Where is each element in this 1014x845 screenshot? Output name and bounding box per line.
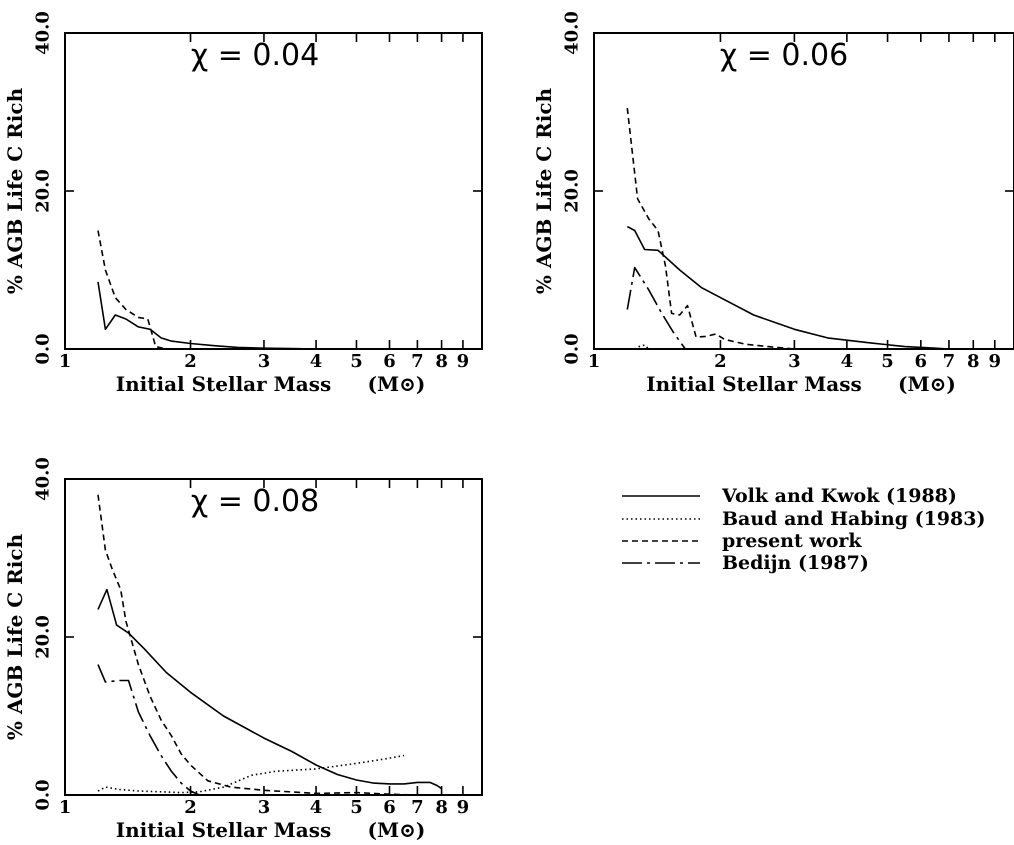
- plot-frame: [593, 32, 1014, 350]
- x-tick-label: 7: [411, 797, 424, 818]
- x-tick-label: 2: [184, 797, 197, 818]
- x-tick-label: 3: [258, 351, 271, 372]
- x-tick-label: 8: [967, 351, 980, 372]
- y-tick-label: 40.0: [33, 457, 54, 501]
- x-tick-label: 7: [943, 351, 956, 372]
- chart-panel-2: 1 2 3 4 5 6 7 8 9 0.0 20.0 40.0 % AGB Life C Rich Ini…: [532, 11, 1014, 396]
- x-axis-unit: (M⊙): [368, 818, 426, 842]
- legend-item-present-work: present work: [622, 530, 862, 552]
- x-tick-label: 4: [310, 797, 323, 818]
- x-tick-label: 8: [435, 351, 448, 372]
- panel-title: χ = 0.04: [191, 38, 319, 73]
- legend-item-bedijn: Bedijn (1987): [622, 552, 869, 574]
- x-tick-label: 5: [881, 351, 894, 372]
- y-tick-label: 20.0: [562, 169, 583, 213]
- x-tick-label: 9: [989, 351, 1002, 372]
- legend-label: Bedijn (1987): [722, 552, 869, 574]
- x-axis-unit: (M⊙): [898, 372, 956, 396]
- panel-title: χ = 0.06: [720, 38, 848, 73]
- x-tick-label: 5: [350, 797, 363, 818]
- y-axis-title: % AGB Life C Rich: [3, 533, 27, 740]
- series-present-work: [97, 230, 167, 350]
- panel-title: χ = 0.08: [191, 484, 319, 519]
- x-tick-label: 9: [457, 351, 470, 372]
- x-tick-label: 4: [310, 351, 323, 372]
- legend: Volk and Kwok (1988) Baud and Habing (19…: [622, 485, 985, 574]
- x-tick-label: 6: [915, 351, 928, 372]
- x-axis-title: Initial Stellar Mass: [116, 818, 332, 842]
- x-tick-label: 2: [184, 351, 197, 372]
- x-tick-label: 4: [841, 351, 854, 372]
- chart-panel-1: 1 2 3 4 5 6 7 8 9 0.0 20.0 40.0 % AGB Life C Rich Ini…: [3, 11, 483, 396]
- x-axis-title: Initial Stellar Mass: [116, 372, 332, 396]
- y-tick-label: 0.0: [33, 333, 54, 364]
- legend-label: Volk and Kwok (1988): [721, 485, 957, 507]
- y-axis-title: % AGB Life C Rich: [532, 87, 556, 294]
- x-tick-label: 6: [383, 351, 396, 372]
- x-tick-label: 1: [59, 797, 72, 818]
- x-tick-label: 6: [383, 797, 396, 818]
- x-tick-label: 2: [714, 351, 727, 372]
- legend-item-baud-habing: Baud and Habing (1983): [622, 508, 985, 530]
- x-tick-label: 5: [350, 351, 363, 372]
- series-baud-and-habing-1983: [634, 344, 650, 350]
- y-tick-label: 0.0: [33, 779, 54, 810]
- series-bedijn-1987: [97, 664, 200, 796]
- x-axis-title: Initial Stellar Mass: [646, 372, 862, 396]
- x-tick-label: 3: [258, 797, 271, 818]
- legend-label: present work: [722, 530, 862, 552]
- y-tick-label: 20.0: [33, 615, 54, 659]
- series-baud-and-habing-1983: [97, 754, 405, 794]
- legend-item-volk-kwok: Volk and Kwok (1988): [622, 485, 957, 507]
- series-volk-and-kwok-1988: [626, 225, 949, 350]
- y-tick-label: 40.0: [562, 11, 583, 55]
- x-tick-label: 8: [435, 797, 448, 818]
- y-tick-label: 40.0: [33, 11, 54, 55]
- y-tick-label: 0.0: [562, 333, 583, 364]
- chart-panel-3: 1 2 3 4 5 6 7 8 9 0.0 20.0 40.0 % AGB Life C Rich Ini…: [3, 457, 483, 842]
- plot-frame: [64, 32, 483, 350]
- x-tick-label: 1: [59, 351, 72, 372]
- x-tick-label: 9: [457, 797, 470, 818]
- x-tick-label: 3: [788, 351, 801, 372]
- series-volk-and-kwok-1988: [97, 281, 317, 350]
- series-bedijn-1987: [626, 266, 686, 350]
- series-volk-and-kwok-1988: [97, 588, 443, 790]
- series-present-work: [626, 108, 795, 350]
- y-tick-label: 20.0: [33, 169, 54, 213]
- plot-frame: [64, 478, 483, 796]
- x-axis-unit: (M⊙): [368, 372, 426, 396]
- y-axis-title: % AGB Life C Rich: [3, 87, 27, 294]
- legend-label: Baud and Habing (1983): [722, 508, 985, 530]
- x-tick-label: 1: [588, 351, 601, 372]
- series-present-work: [97, 494, 418, 796]
- x-tick-label: 7: [411, 351, 424, 372]
